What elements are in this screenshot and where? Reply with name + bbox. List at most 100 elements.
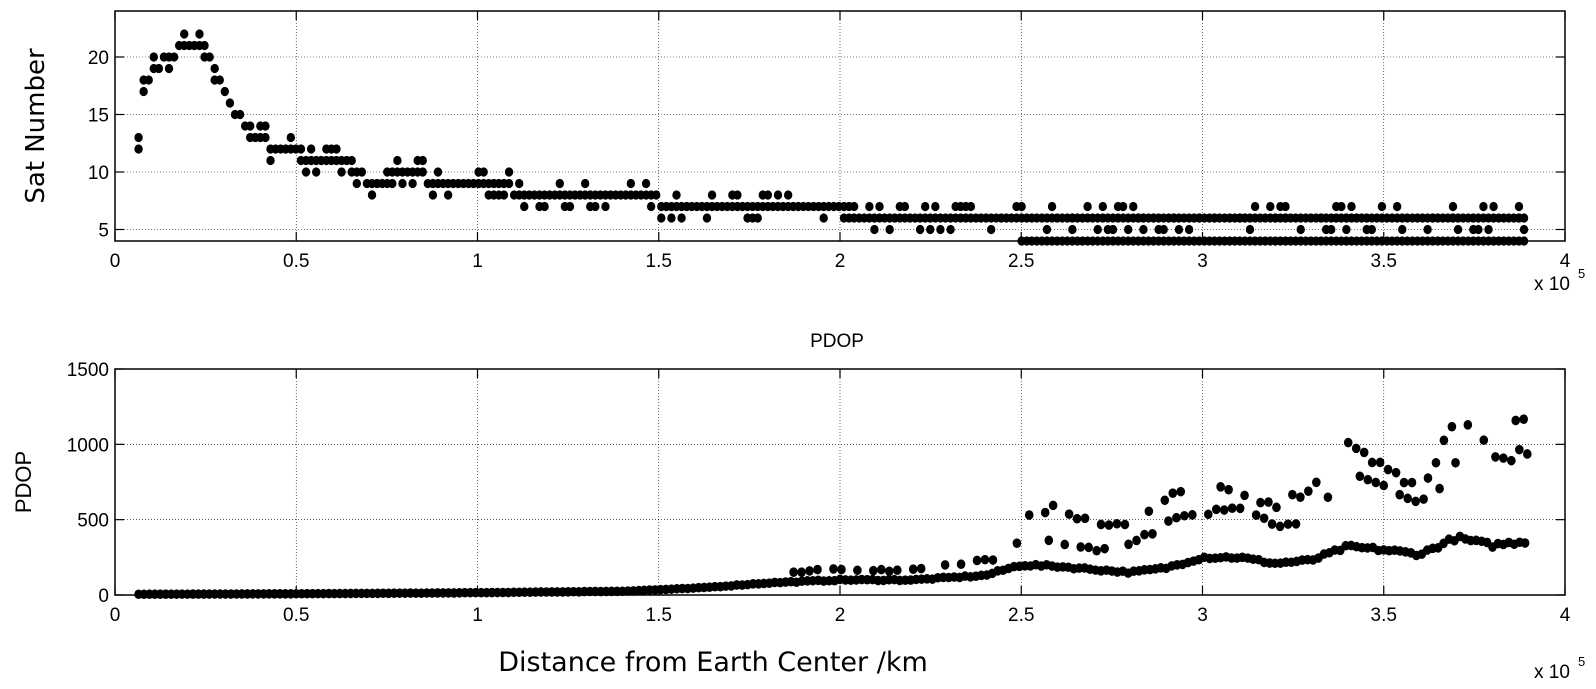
x-tick-label: 2 [835, 605, 846, 626]
sat-number-point [195, 29, 204, 39]
pdop-point [1351, 443, 1361, 454]
pdop-point [1411, 496, 1420, 507]
pdop-point [1275, 521, 1285, 532]
pdop-point [1479, 435, 1489, 445]
sat-number-point [1489, 201, 1498, 212]
axes-frame [114, 368, 1566, 596]
sat-number-point [149, 52, 158, 62]
sat-number-point [926, 224, 935, 235]
x-tick-label: 3.5 [1371, 605, 1397, 626]
sat-number-point [870, 224, 879, 235]
sat-number-point [296, 144, 306, 154]
pdop-point [805, 566, 814, 576]
sat-number-point [286, 132, 296, 143]
sat-number-point [504, 167, 514, 177]
pdop-point [1304, 486, 1313, 496]
pdop-point [1395, 489, 1404, 500]
sat-number-point [164, 63, 174, 74]
pdop-point [916, 563, 926, 574]
x-tick-label: 3 [1197, 605, 1208, 626]
sat-number-point [200, 40, 209, 51]
x-tick-label: 2.5 [1008, 605, 1034, 626]
pdop-point [1204, 509, 1213, 520]
y-axis-label: Sat Number [21, 48, 51, 204]
pdop-point [1072, 513, 1082, 524]
pdop-point [1092, 545, 1101, 556]
pdop-point [1227, 503, 1237, 513]
pdop-point [1164, 516, 1173, 526]
sat-number-point [657, 213, 666, 223]
pdop-point [1060, 539, 1070, 550]
sat-number-point [418, 155, 427, 166]
pdop-point [1439, 435, 1449, 446]
x-axis-label: Distance from Earth Center /km [498, 647, 928, 678]
sat-number-point [514, 178, 524, 189]
pdop-point [797, 567, 806, 578]
sat-number-point [1093, 224, 1102, 235]
sat-number-point [347, 155, 356, 166]
pdop-point [1391, 467, 1401, 478]
sat-number-point [408, 178, 417, 189]
sat-number-point [920, 201, 930, 212]
pdop-point [1219, 505, 1229, 515]
pdop-point [1124, 539, 1133, 550]
sat-number-point [388, 178, 397, 189]
sat-number-point [332, 144, 341, 154]
sat-number-point [819, 213, 828, 223]
sat-number-point [144, 75, 153, 85]
sat-number-point [915, 224, 925, 235]
sat-number-point [398, 178, 407, 189]
x-tick-labels: 0 0.5 1 1.5 2 2.5 3 3.5 4 [110, 605, 1571, 626]
pdop-point [1435, 483, 1444, 494]
y-tick-label: 20 [88, 48, 109, 69]
pdop-point [1267, 519, 1277, 529]
x-tick-label: 0.5 [283, 251, 309, 272]
x-tick-label: 3.5 [1371, 251, 1397, 272]
pdop-point [1431, 457, 1441, 468]
pdop-point [1140, 529, 1149, 540]
sat-number-point [875, 201, 884, 212]
pdop-point [1148, 529, 1157, 539]
y-tick-label: 5 [98, 221, 109, 242]
sat-number-point [1342, 224, 1351, 235]
pdop-point [1367, 457, 1377, 468]
x-tick-label: 4 [1560, 251, 1571, 272]
sat-number-point [1108, 224, 1118, 235]
pdop-point [885, 566, 894, 577]
pdop-point [1499, 453, 1508, 463]
sat-number-point [134, 144, 143, 154]
x-tick-label: 1.5 [646, 251, 672, 272]
x-exponent-power: 5 [1578, 654, 1585, 669]
sat-number-point [1392, 201, 1402, 212]
y-tick-label: 1000 [67, 435, 109, 456]
pdop-point [1180, 510, 1189, 521]
pdop-point [1216, 482, 1225, 492]
sat-number-point [1367, 224, 1376, 235]
x-tick-label: 0.5 [283, 605, 309, 626]
pdop-point [1288, 489, 1297, 500]
y-tick-labels: 5 10 15 20 [88, 48, 109, 242]
sat-number-point [931, 201, 940, 212]
sat-number-point [1453, 224, 1463, 235]
pdop-point [1084, 542, 1093, 553]
sat-number-point [261, 132, 270, 143]
sat-number-point [565, 201, 575, 212]
sat-number-point [1326, 224, 1336, 235]
pdop-point [1264, 497, 1273, 507]
sat-number-point [1159, 224, 1168, 235]
sat-number-point [134, 132, 143, 143]
sat-number-point [900, 201, 910, 212]
pdop-point [829, 564, 838, 574]
sat-number-scatter [134, 29, 1529, 246]
sat-number-point [1296, 224, 1305, 235]
sat-number-point [936, 224, 945, 235]
y-tick-label: 0 [98, 586, 109, 607]
sat-number-point [626, 178, 636, 189]
sat-number-point [849, 201, 859, 212]
sat-number-point [428, 190, 438, 200]
pdop-point [1272, 502, 1281, 513]
pdop-point [1451, 457, 1460, 468]
pdop-point [1080, 513, 1090, 524]
pdop-point [956, 559, 966, 570]
pdop-point [1076, 542, 1085, 552]
